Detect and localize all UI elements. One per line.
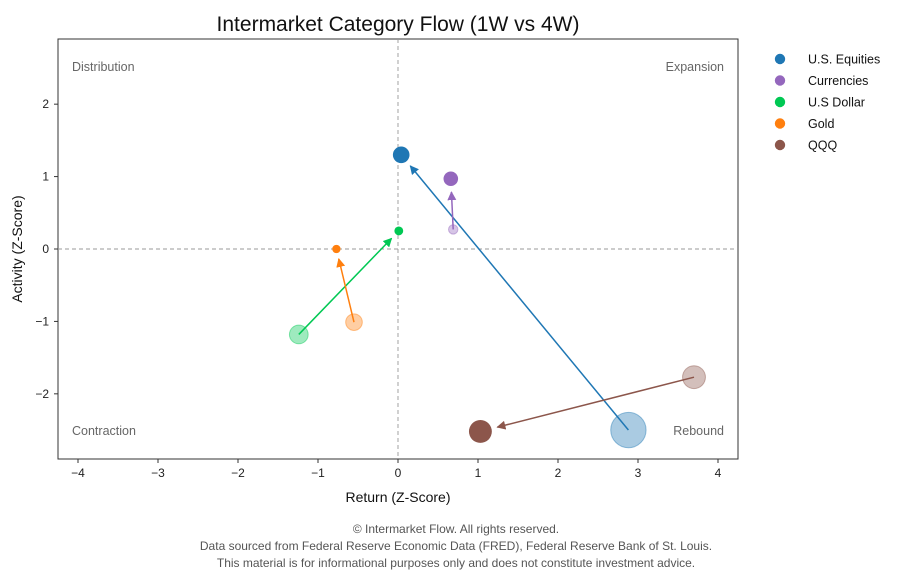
x-tick-label: −2: [231, 466, 245, 480]
x-tick-label: −4: [71, 466, 85, 480]
legend-label: Gold: [808, 117, 834, 131]
legend-label: U.S Dollar: [808, 96, 865, 110]
legend-marker: [774, 96, 786, 108]
point-current: [332, 244, 341, 254]
legend-label: Currencies: [808, 74, 868, 88]
x-tick-label: −1: [311, 466, 325, 480]
x-tick-label: 0: [395, 466, 402, 480]
y-axis-title: Activity (Z-Score): [9, 195, 25, 302]
x-tick-label: 3: [635, 466, 642, 480]
quadrant-label-top-right: Expansion: [666, 60, 724, 74]
point-current: [394, 226, 404, 236]
legend-label: QQQ: [808, 139, 837, 153]
y-tick-label: 0: [42, 242, 49, 256]
x-tick-label: 4: [715, 466, 722, 480]
legend-marker: [774, 53, 786, 65]
plot-area: −4 −3 −2 −1 0 1 2 3 4 −2 −1 0 1 2 Distribution Expansio…: [35, 38, 739, 480]
quadrant-label-top-left: Distribution: [72, 60, 135, 74]
x-tick-label: 1: [475, 466, 482, 480]
quadrant-label-bottom-right: Rebound: [673, 424, 724, 438]
legend-marker: [774, 75, 786, 86]
x-tick-label: 2: [555, 466, 562, 480]
legend-marker: [774, 118, 786, 129]
quadrant-label-bottom-left: Contraction: [72, 424, 136, 438]
y-tick-label: −2: [35, 387, 49, 401]
flow-arrow: [496, 376, 695, 430]
flow-arrow: [409, 165, 629, 431]
chart-title: Intermarket Category Flow (1W vs 4W): [217, 13, 580, 36]
point-current: [392, 146, 410, 164]
flow-arrow: [447, 191, 457, 230]
x-tick-label: −3: [151, 466, 165, 480]
y-tick-label: 1: [42, 170, 49, 184]
legend-marker: [774, 139, 786, 151]
x-axis-title: Return (Z-Score): [345, 489, 450, 505]
point-current: [443, 171, 459, 187]
legend: U.S. Equities Currencies U.S Dollar Gold QQQ: [774, 53, 880, 153]
y-tick-label: 2: [42, 97, 49, 111]
point-current: [468, 420, 492, 443]
y-tick-label: −1: [35, 314, 49, 328]
footer-copyright: © Intermarket Flow. All rights reserved.: [353, 522, 559, 536]
footer-disclaimer: This material is for informational purpo…: [217, 556, 695, 570]
legend-label: U.S. Equities: [808, 53, 880, 67]
flow-arrow: [336, 258, 355, 323]
footer-source: Data sourced from Federal Reserve Econom…: [200, 539, 712, 553]
